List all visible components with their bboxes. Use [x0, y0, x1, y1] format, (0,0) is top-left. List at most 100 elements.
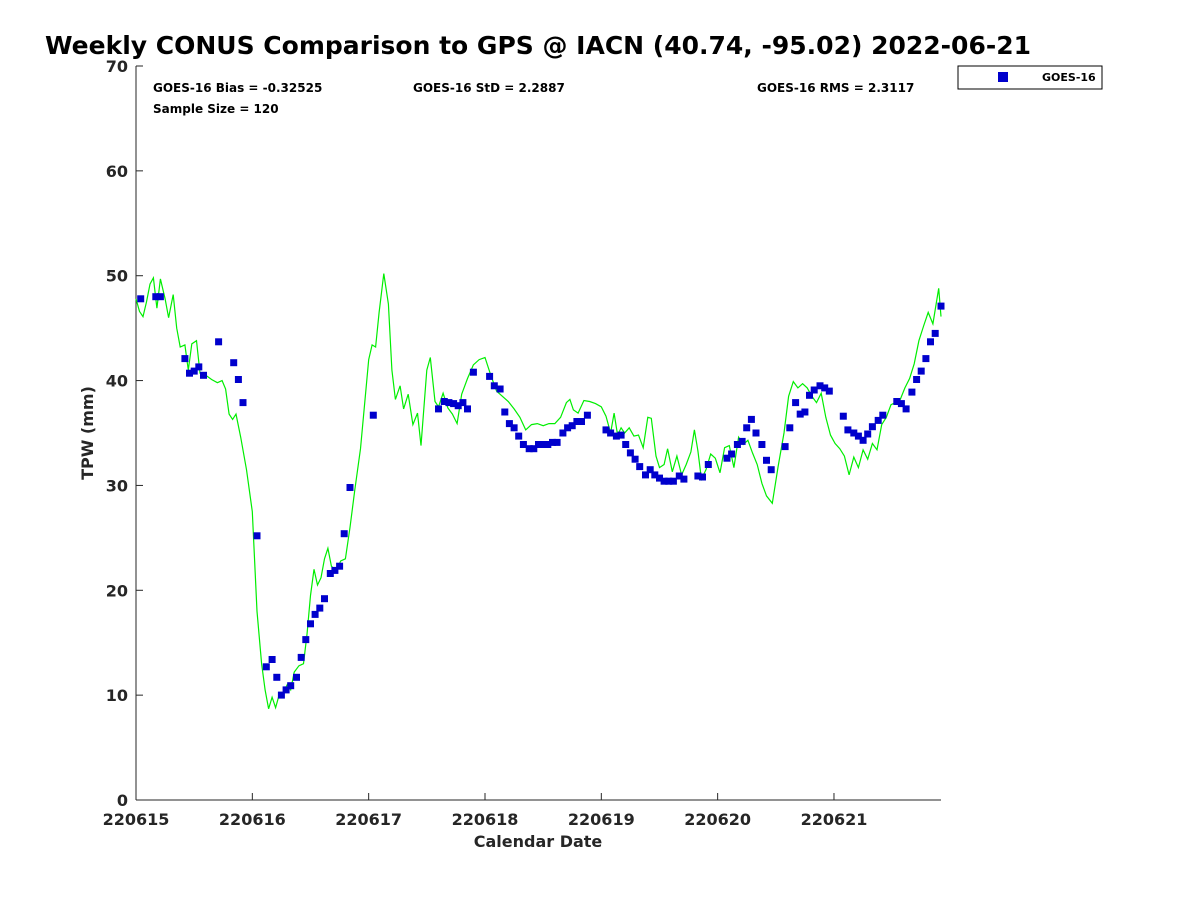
- goes16-point: [704, 461, 712, 468]
- goes16-point: [181, 355, 189, 363]
- goes16-point: [450, 400, 458, 408]
- goes16-point: [496, 385, 504, 393]
- goes16-point: [326, 570, 334, 577]
- goes16-point: [758, 441, 766, 448]
- goes16-point: [293, 673, 300, 681]
- goes16-point: [302, 636, 310, 644]
- goes16-point: [656, 474, 663, 482]
- goes16-point: [573, 418, 581, 425]
- goes16-point: [806, 391, 813, 399]
- goes16-point: [568, 422, 576, 430]
- goes16-point: [738, 437, 746, 445]
- goes16-point: [346, 484, 354, 491]
- goes16-point: [195, 363, 203, 371]
- goes16-point: [464, 405, 471, 413]
- goes16-point: [486, 372, 494, 380]
- goes16-point: [583, 411, 591, 419]
- goes16-point: [617, 431, 625, 439]
- goes16-point: [868, 423, 876, 431]
- x-tick-label: 220616: [219, 810, 286, 829]
- goes16-point: [459, 399, 467, 407]
- goes16-point: [902, 405, 910, 413]
- goes16-point: [913, 376, 921, 383]
- stats-annotations: GOES-16 Bias = -0.32525 GOES-16 StD = 2.…: [153, 81, 914, 116]
- x-tick-label: 220619: [568, 810, 635, 829]
- goes16-point: [810, 386, 818, 394]
- goes16-point: [699, 473, 706, 481]
- goes16-point: [821, 384, 829, 392]
- gps-series-line: [135, 273, 942, 710]
- goes16-point: [607, 429, 615, 437]
- goes16-point: [282, 686, 290, 694]
- goes16-point: [200, 371, 207, 379]
- goes16-point: [927, 338, 934, 346]
- chart-title: Weekly CONUS Comparison to GPS @ IACN (4…: [45, 31, 1031, 60]
- goes16-point: [642, 471, 649, 479]
- goes16-point: [747, 415, 755, 423]
- goes16-point: [931, 329, 939, 337]
- goes16-point: [636, 463, 644, 471]
- goes16-point: [340, 530, 348, 538]
- x-tick-label: 220620: [684, 810, 751, 829]
- goes16-point: [850, 429, 858, 437]
- goes16-point: [825, 387, 833, 395]
- goes16-point: [445, 399, 453, 407]
- legend-marker-goes16: [998, 72, 1008, 82]
- goes16-point: [156, 293, 164, 301]
- goes16-point: [844, 426, 852, 434]
- goes16-point: [215, 338, 223, 346]
- goes16-point: [626, 449, 634, 457]
- goes16-point: [230, 359, 238, 367]
- goes16-point: [651, 471, 659, 479]
- goes16-point: [515, 432, 523, 440]
- legend-label-goes16: GOES-16: [1042, 71, 1096, 84]
- goes16-point: [297, 653, 305, 661]
- goes16-point: [622, 441, 630, 448]
- goes16-point: [665, 477, 673, 485]
- goes16-point: [694, 472, 702, 480]
- goes16-point: [917, 367, 925, 375]
- y-tick-label: 20: [106, 581, 128, 600]
- goes16-point: [816, 382, 824, 390]
- goes16-point: [287, 682, 295, 690]
- goes16-point: [781, 443, 789, 451]
- goes16-point: [669, 477, 677, 485]
- goes16-point: [578, 418, 585, 425]
- bias-annotation: GOES-16 Bias = -0.32525: [153, 81, 322, 95]
- goes16-point: [549, 438, 556, 446]
- goes16-point: [796, 410, 804, 418]
- goes16-point: [801, 408, 809, 416]
- y-tick-label: 0: [117, 791, 128, 810]
- goes16-point: [612, 432, 620, 440]
- legend: GOES-16: [957, 65, 1103, 90]
- goes16-point: [307, 620, 314, 628]
- goes16-point: [273, 673, 281, 681]
- y-axis-label: TPW (mm): [78, 386, 97, 480]
- goes16-point: [792, 399, 800, 407]
- goes16-point: [908, 388, 916, 396]
- rms-annotation: GOES-16 RMS = 2.3117: [757, 81, 914, 95]
- goes16-point: [767, 466, 775, 474]
- goes16-point: [268, 656, 276, 663]
- goes16-point: [544, 441, 552, 448]
- goes16-point: [311, 610, 319, 618]
- x-axis-label: Calendar Date: [474, 832, 603, 851]
- goes16-point: [454, 402, 462, 410]
- goes16-point: [469, 368, 477, 376]
- y-tick-label: 50: [106, 267, 128, 286]
- goes16-point: [660, 477, 668, 485]
- goes16-point: [435, 405, 442, 413]
- goes16-point: [897, 400, 905, 408]
- goes16-point: [680, 475, 688, 483]
- goes16-point: [743, 424, 751, 432]
- x-tick-label: 220621: [801, 810, 868, 829]
- goes16-point: [723, 454, 731, 462]
- goes16-point: [152, 293, 160, 301]
- y-tick-label: 40: [106, 372, 128, 391]
- goes16-point: [559, 429, 567, 437]
- goes16-point: [631, 455, 639, 463]
- goes16-point: [331, 566, 339, 574]
- axis-ticks: 0 10 20 30 40 50 60 70 220615 220616 220617 220618 2…: [103, 57, 868, 829]
- y-tick-label: 30: [106, 476, 128, 495]
